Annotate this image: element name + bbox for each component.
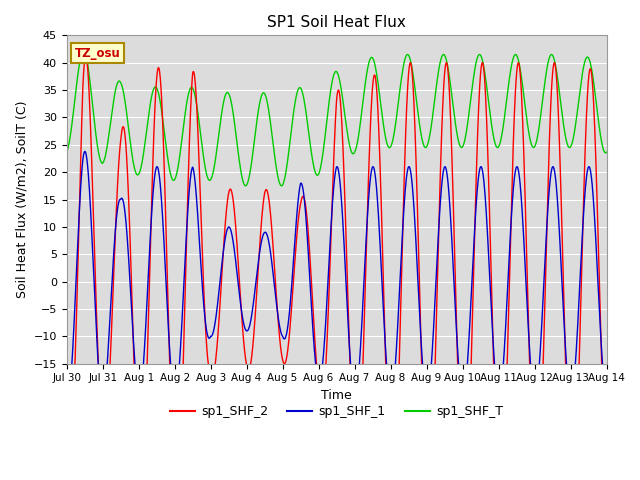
Y-axis label: Soil Heat Flux (W/m2), SoilT (C): Soil Heat Flux (W/m2), SoilT (C) xyxy=(15,101,28,298)
Title: SP1 Soil Heat Flux: SP1 Soil Heat Flux xyxy=(267,15,406,30)
Text: TZ_osu: TZ_osu xyxy=(75,47,120,60)
X-axis label: Time: Time xyxy=(321,389,352,402)
Legend: sp1_SHF_2, sp1_SHF_1, sp1_SHF_T: sp1_SHF_2, sp1_SHF_1, sp1_SHF_T xyxy=(165,400,508,423)
